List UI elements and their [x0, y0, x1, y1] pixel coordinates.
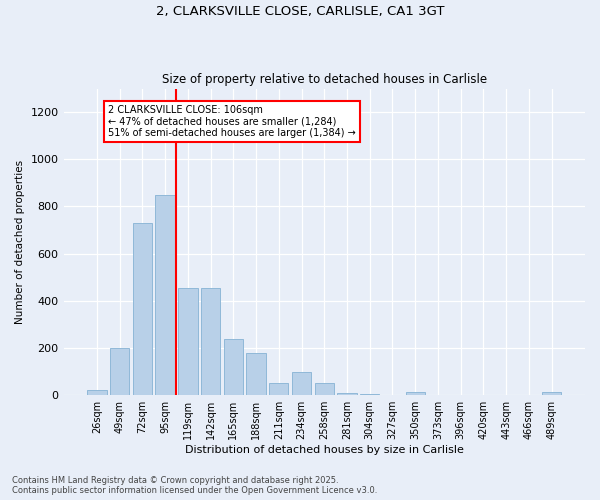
Bar	[133, 223, 152, 395]
X-axis label: Distribution of detached houses by size in Carlisle: Distribution of detached houses by size …	[185, 445, 464, 455]
Bar	[224, 338, 243, 395]
Bar	[360, 394, 379, 395]
Bar	[201, 288, 220, 395]
Bar	[406, 392, 425, 395]
Bar	[337, 393, 356, 395]
Bar	[178, 288, 197, 395]
Bar	[292, 372, 311, 395]
Title: Size of property relative to detached houses in Carlisle: Size of property relative to detached ho…	[162, 73, 487, 86]
Bar	[314, 384, 334, 395]
Y-axis label: Number of detached properties: Number of detached properties	[15, 160, 25, 324]
Text: Contains HM Land Registry data © Crown copyright and database right 2025.
Contai: Contains HM Land Registry data © Crown c…	[12, 476, 377, 495]
Bar	[269, 384, 289, 395]
Text: 2, CLARKSVILLE CLOSE, CARLISLE, CA1 3GT: 2, CLARKSVILLE CLOSE, CARLISLE, CA1 3GT	[156, 5, 444, 18]
Bar	[110, 348, 130, 395]
Bar	[87, 390, 107, 395]
Bar	[155, 194, 175, 395]
Text: 2 CLARKSVILLE CLOSE: 106sqm
← 47% of detached houses are smaller (1,284)
51% of : 2 CLARKSVILLE CLOSE: 106sqm ← 47% of det…	[108, 105, 356, 138]
Bar	[542, 392, 561, 395]
Bar	[247, 352, 266, 395]
